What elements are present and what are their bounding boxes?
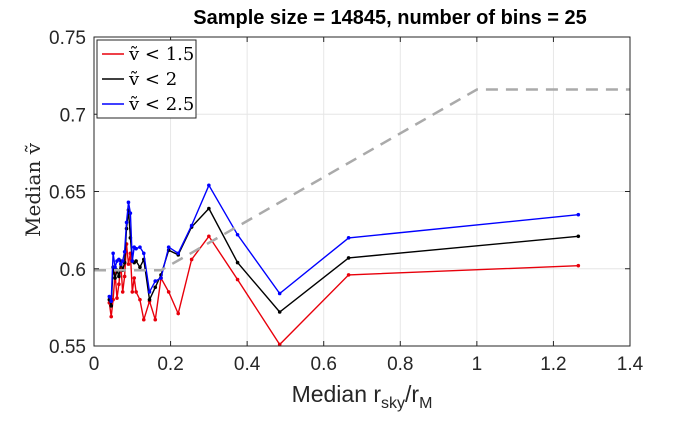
- x-axis-label-sub1: sky: [381, 395, 405, 412]
- series-1-point: [113, 276, 117, 280]
- y-tick-label: 0.6: [60, 260, 86, 281]
- series-2-point: [159, 276, 163, 280]
- series-2-point: [121, 259, 125, 263]
- series-2-point: [129, 211, 133, 215]
- y-tick-label: 0.55: [49, 337, 86, 358]
- x-axis-label-mid: /r: [405, 381, 419, 407]
- series-2-point: [117, 258, 121, 262]
- series-2-point: [130, 259, 134, 263]
- series-0-point: [121, 290, 125, 294]
- series-0-point: [176, 312, 180, 316]
- series-2-point: [142, 252, 146, 256]
- series-0-point: [117, 282, 121, 286]
- x-tick-label: 1.2: [540, 354, 566, 375]
- x-axis-label-sub2: M: [419, 395, 432, 412]
- series-0-point: [134, 290, 138, 294]
- series-2-point: [577, 213, 581, 217]
- series-2-point: [347, 236, 351, 240]
- series-0-point: [167, 290, 171, 294]
- series-0-point: [190, 258, 194, 262]
- series-0-point: [127, 262, 131, 266]
- series-0-point: [130, 290, 134, 294]
- x-tick-label: 0.8: [387, 354, 413, 375]
- x-axis-label: Median rsky/rM: [292, 381, 433, 412]
- series-1-point: [153, 285, 157, 289]
- series-0-point: [347, 273, 351, 277]
- chart-title: Sample size = 14845, number of bins = 25: [193, 7, 587, 29]
- legend-label-2: ṽ < 2.5: [128, 94, 194, 115]
- series-2-point: [207, 184, 211, 188]
- legend: ṽ < 1.5 ṽ < 2 ṽ < 2.5: [97, 40, 196, 118]
- series-2-point: [278, 292, 282, 296]
- series-0-point: [132, 276, 136, 280]
- legend-label-0: ṽ < 1.5: [128, 44, 194, 65]
- x-axis-label-main: Median r: [292, 381, 382, 407]
- series-1-point: [278, 310, 282, 314]
- y-tick-label: 0.7: [60, 105, 86, 126]
- series-2-point: [138, 245, 142, 249]
- x-tick-label: 0.6: [311, 354, 337, 375]
- x-tick-label: 0: [89, 354, 100, 375]
- series-2-point: [108, 295, 112, 299]
- x-tick-label: 1: [472, 354, 483, 375]
- legend-label-1: ṽ < 2: [128, 69, 177, 90]
- series-2-point: [134, 247, 138, 251]
- x-tick-label: 1.4: [617, 354, 644, 375]
- x-tick-label: 0.2: [157, 354, 183, 375]
- series-1-point: [138, 265, 142, 269]
- series-1-point: [347, 256, 351, 260]
- series-1-point: [109, 304, 113, 308]
- series-0-point: [138, 298, 142, 302]
- series-2-point: [148, 290, 152, 294]
- series-0-point: [123, 275, 127, 279]
- series-1-point: [148, 298, 152, 302]
- series-2-point: [153, 279, 157, 283]
- series-0-point: [115, 296, 119, 300]
- series-0-point: [577, 264, 581, 268]
- series-2-point: [176, 252, 180, 256]
- y-axis-label: Median ṽ: [21, 142, 45, 237]
- series-2-point: [125, 221, 129, 225]
- series-1-point: [117, 275, 121, 279]
- series-0-point: [142, 318, 146, 322]
- series-2-point: [109, 299, 113, 303]
- series-1-point: [577, 235, 581, 239]
- y-tick-label: 0.75: [49, 28, 86, 49]
- series-2-point: [113, 265, 117, 269]
- series-2-point: [190, 224, 194, 228]
- series-2-point: [119, 262, 123, 266]
- series-2-point: [123, 250, 127, 254]
- series-layer: [94, 90, 630, 347]
- series-1-point: [236, 261, 240, 265]
- x-tick-label: 0.4: [234, 354, 261, 375]
- series-2-point: [167, 245, 171, 249]
- series-0-point: [236, 278, 240, 282]
- series-1-point: [207, 207, 211, 211]
- series-2-point: [236, 233, 240, 237]
- series-0-point: [207, 235, 211, 239]
- series-0-point: [109, 315, 113, 319]
- series-1-point: [134, 259, 138, 263]
- series-0-point: [153, 318, 157, 322]
- series-2-point: [111, 252, 115, 256]
- series-2-point: [127, 201, 131, 205]
- y-tick-label: 0.65: [49, 183, 86, 204]
